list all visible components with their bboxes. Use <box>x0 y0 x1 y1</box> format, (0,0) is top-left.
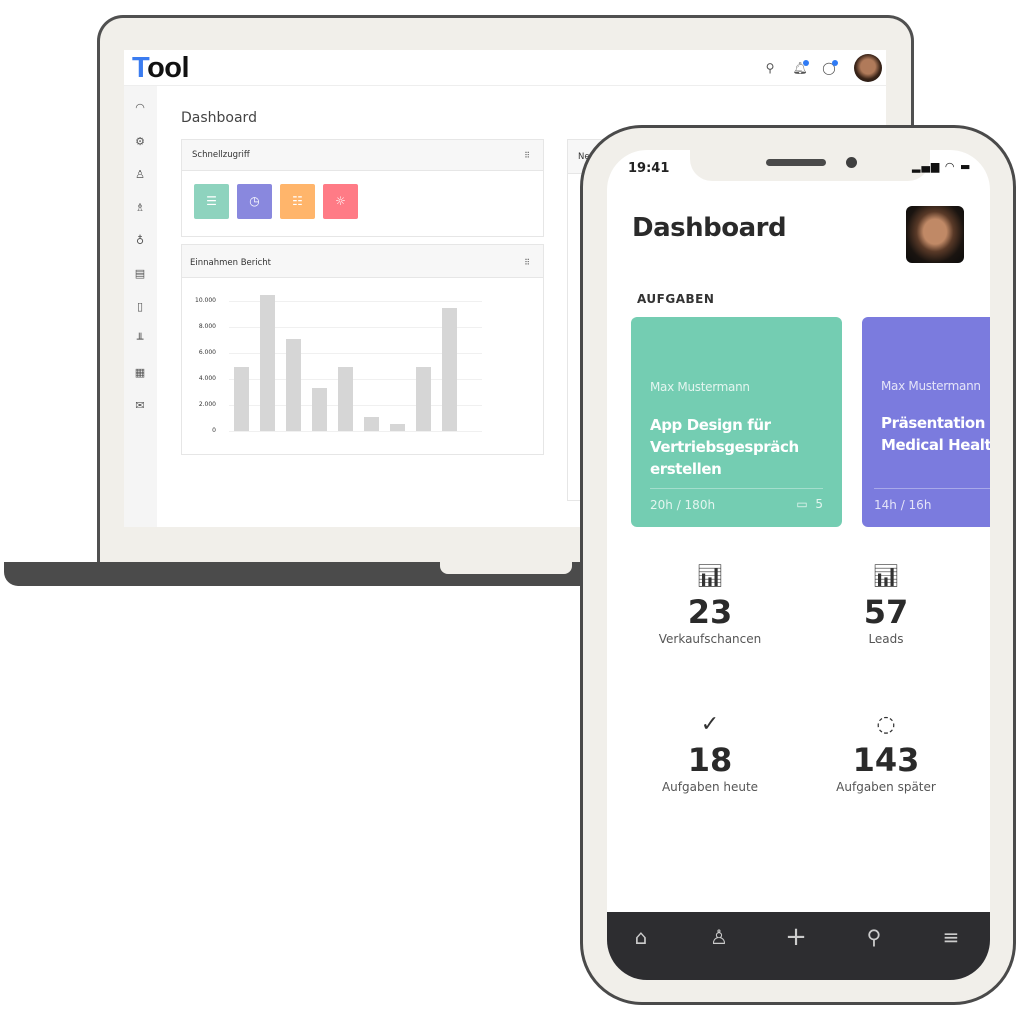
stat-leads[interactable]: 📊︎ 57 Leads <box>801 562 971 646</box>
y-tick-label: 2.000 <box>198 401 216 408</box>
y-tick-label: 4.000 <box>198 375 216 382</box>
divider <box>874 488 990 489</box>
grid-line <box>229 353 482 354</box>
home-icon[interactable]: ⌂ <box>634 925 648 949</box>
task-hours: 20h / 180h <box>650 498 716 512</box>
bar[interactable] <box>416 367 431 431</box>
bar[interactable] <box>442 307 457 431</box>
bar[interactable] <box>260 294 275 431</box>
avatar[interactable] <box>906 206 964 263</box>
contact-icon[interactable]: ♙ <box>135 168 145 181</box>
menu-icon[interactable]: ≡ <box>942 925 960 949</box>
stat-tasks-later[interactable]: ◌ 143 Aufgaben später <box>801 710 971 794</box>
section-title: AUFGABEN <box>637 292 715 306</box>
table-icon[interactable]: ▦ <box>134 366 146 379</box>
task-card[interactable]: Max Mustermann App Design für Vertriebsge… <box>631 317 842 527</box>
sidebar: ◠ ⚙ ♙ ♗ ♁ ▤ ▯ ╨ ▦ ✉ <box>124 86 157 527</box>
bar-chart-icon: 📊︎ <box>872 564 900 589</box>
grip-icon[interactable]: ⠿ <box>524 151 530 160</box>
stat-tasks-today[interactable]: ✓ 18 Aufgaben heute <box>625 710 795 794</box>
bar[interactable] <box>234 367 249 431</box>
task-title: App Design für Vertriebsgespräch erstellen <box>650 416 799 478</box>
clipboard-icon[interactable]: ▤ <box>134 267 146 280</box>
bulb-icon[interactable]: ♁ <box>135 234 145 247</box>
task-comments: ▭ 5 <box>796 497 823 511</box>
settings-icon[interactable]: ⚙ <box>135 135 145 148</box>
dashboard-icon[interactable]: ◠ <box>135 101 145 114</box>
grid-line <box>229 405 482 406</box>
search-icon[interactable]: ⚲ <box>866 925 882 949</box>
phone-screen: 19:41 ▂▄▆ ◠ ▬ Dashboard AUFGABEN Max Mus… <box>607 150 990 980</box>
search-icon[interactable]: ⚲ <box>765 61 775 75</box>
y-tick-label: 0 <box>212 427 216 434</box>
quick-time-button[interactable]: ◷ <box>237 184 272 219</box>
bar[interactable] <box>286 338 301 431</box>
chart-icon[interactable]: ╨ <box>136 333 144 346</box>
bar[interactable] <box>312 388 327 431</box>
grip-icon[interactable]: ⠿ <box>524 258 530 267</box>
bookmark-icon[interactable]: ▯ <box>136 300 144 313</box>
page-title: Dashboard <box>632 213 787 243</box>
top-bar: Tool ⚲ 🔔︎ ◯ <box>124 50 886 86</box>
stat-opportunities[interactable]: 📊︎ 23 Verkaufschancen <box>625 562 795 646</box>
grid-line <box>229 379 482 380</box>
phone-notch <box>690 150 930 181</box>
loading-icon: ◌ <box>876 712 896 737</box>
quick-list-button[interactable]: ☷ <box>280 184 315 219</box>
signal-icon: ▂▄▆ <box>912 160 941 173</box>
chat-icon[interactable]: ◯ <box>821 60 838 76</box>
revenue-card: Einnahmen Bericht ⠿ 0 2.000 4.000 6.000 8.000… <box>181 244 544 455</box>
task-person: Max Mustermann <box>881 379 981 393</box>
grid-line <box>229 301 482 302</box>
card-title: Einnahmen Bericht <box>190 258 272 268</box>
bar[interactable] <box>338 367 353 431</box>
mail-icon[interactable]: ✉ <box>135 399 145 412</box>
quick-idea-button[interactable]: ☼ <box>323 184 358 219</box>
plus-icon[interactable]: + <box>785 922 807 952</box>
contacts-icon[interactable]: ♙ <box>710 925 728 949</box>
bar-chart-icon: 📊︎ <box>696 564 724 589</box>
status-time: 19:41 <box>628 161 670 176</box>
battery-icon: ▬ <box>960 160 972 173</box>
group-icon[interactable]: ♗ <box>135 201 145 214</box>
bar[interactable] <box>364 416 379 431</box>
revenue-chart: 0 2.000 4.000 6.000 8.000 10.000 <box>182 278 543 454</box>
card-title: Ne <box>578 152 590 162</box>
bar[interactable] <box>390 423 405 431</box>
tab-bar: ⌂ ♙ + ⚲ ≡ <box>607 912 990 980</box>
bell-icon[interactable]: 🔔︎ <box>792 60 809 75</box>
y-tick-label: 6.000 <box>198 349 216 356</box>
speaker <box>766 159 826 166</box>
grid-line <box>229 327 482 328</box>
wifi-icon: ◠ <box>944 160 956 173</box>
y-tick-label: 8.000 <box>198 323 216 330</box>
camera <box>846 157 857 168</box>
comment-icon: ▭ <box>796 497 808 511</box>
grid-line <box>229 431 482 432</box>
card-title: Schnellzugriff <box>192 150 250 160</box>
logo[interactable]: Tool <box>132 52 190 84</box>
check-circle-icon: ✓ <box>700 712 720 737</box>
status-icons: ▂▄▆ ◠ ▬ <box>912 160 971 173</box>
laptop-notch <box>440 562 572 574</box>
task-hours: 14h / 16h <box>874 498 932 512</box>
divider <box>650 488 823 489</box>
page-title: Dashboard <box>181 110 257 126</box>
quick-tasks-button[interactable]: ☰ <box>194 184 229 219</box>
task-card[interactable]: Max Mustermann Präsentation Medical Healt… <box>862 317 990 527</box>
y-tick-label: 10.000 <box>195 297 216 304</box>
avatar[interactable] <box>854 54 882 82</box>
quick-access-card: Schnellzugriff ⠿ ☰ ◷ ☷ ☼ <box>181 139 544 237</box>
task-person: Max Mustermann <box>650 380 750 394</box>
